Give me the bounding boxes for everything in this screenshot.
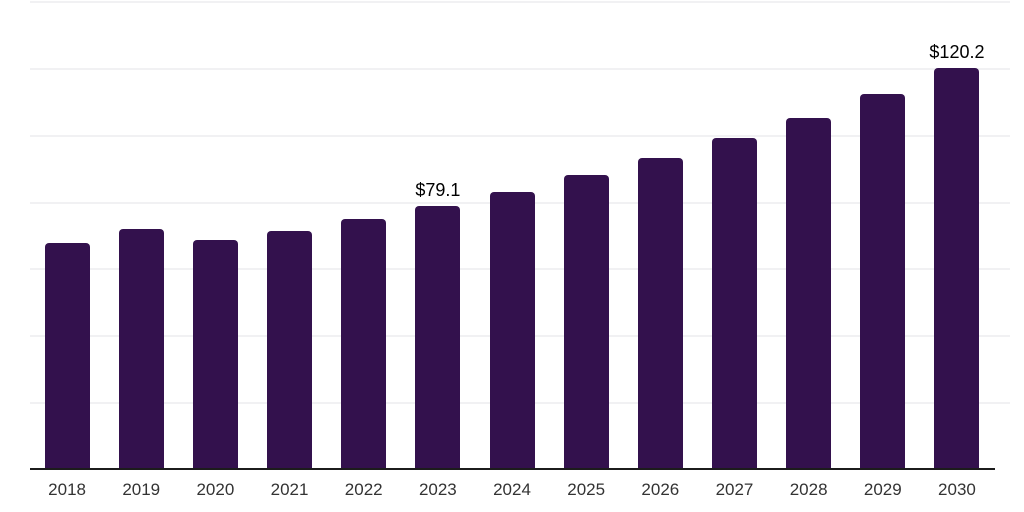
x-tick-label-2030: 2030 (938, 480, 976, 499)
x-tick-label-2020: 2020 (196, 480, 235, 499)
x-tick-label-2018: 2018 (48, 480, 86, 499)
gridline-140 (30, 1, 1010, 3)
bar-2027 (711, 138, 757, 470)
bar-2021 (267, 231, 313, 470)
bar-slot-2023: $79.1 (401, 2, 475, 470)
x-tick-label-2028: 2028 (789, 480, 828, 499)
bar-slot-2019 (104, 2, 178, 470)
x-tick-label-2029: 2029 (863, 480, 902, 499)
bar-slot-2018 (30, 2, 104, 470)
bars-container: $79.1 $120.2 (30, 2, 994, 470)
x-tick-label-2027: 2027 (715, 480, 754, 499)
bar-2025 (563, 174, 609, 470)
bar-2018 (44, 243, 90, 470)
bar-value-label-2023: $79.1 (415, 179, 461, 200)
x-tick-label-2023: 2023 (418, 480, 457, 499)
x-axis-line (30, 468, 995, 470)
bar-slot-2022 (327, 2, 401, 470)
bar-slot-2025 (549, 2, 623, 470)
x-tick-label-2019: 2019 (122, 480, 161, 499)
bar-slot-2029 (846, 2, 920, 470)
bar-2020 (192, 240, 238, 470)
bar-2023 (415, 205, 461, 470)
x-tick-label-2026: 2026 (641, 480, 680, 499)
x-axis-labels: 2018 2019 2020 2021 2022 2023 2024 2025 2026 2027… (30, 480, 994, 500)
bar-slot-2030: $120.2 (920, 2, 994, 470)
bar-2019 (118, 229, 164, 470)
bar-2022 (341, 219, 387, 470)
x-tick-label-2025: 2025 (567, 480, 606, 499)
x-tick-label-2021: 2021 (270, 480, 309, 499)
bar-2028 (786, 117, 832, 470)
bar-slot-2020 (178, 2, 252, 470)
bar-slot-2021 (252, 2, 326, 470)
bar-slot-2024 (475, 2, 549, 470)
bar-2026 (637, 158, 683, 470)
bar-slot-2028 (772, 2, 846, 470)
gridline-120 (30, 67, 1010, 70)
bar-slot-2027 (697, 2, 771, 470)
bar-slot-2026 (623, 2, 697, 470)
x-tick-label-2022: 2022 (344, 480, 383, 499)
bar-2030 (934, 68, 980, 470)
gridline-100 (30, 134, 1010, 137)
x-tick-label-2024: 2024 (493, 480, 531, 499)
bar-2029 (860, 94, 906, 470)
bar-2024 (489, 191, 535, 470)
bar-value-label-2030: $120.2 (929, 42, 985, 63)
plot-area: $79.1 $120.2 (30, 1, 1010, 470)
